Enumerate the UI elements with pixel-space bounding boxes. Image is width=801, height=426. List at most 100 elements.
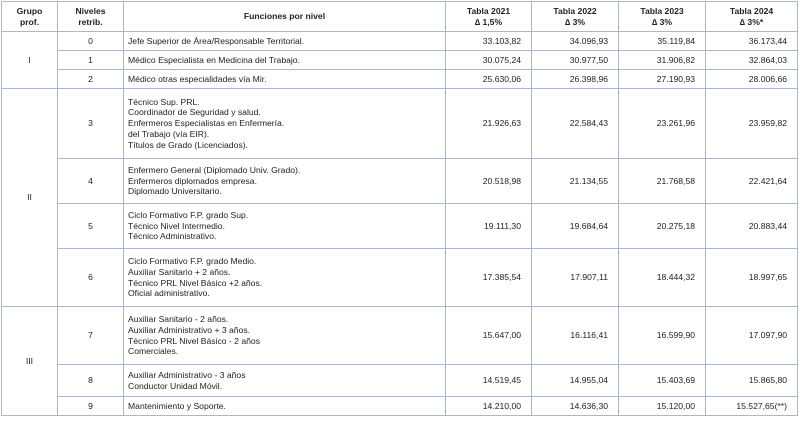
level-cell: 8 bbox=[57, 364, 124, 397]
function-line: Ciclo Formativo F.P. grado Sup. bbox=[128, 209, 249, 220]
function-line: Auxiliar Administrativo + 3 años. bbox=[128, 324, 251, 335]
value-2021: 19.111,30 bbox=[445, 203, 532, 249]
group-cell: I bbox=[1, 31, 58, 89]
level-cell: 5 bbox=[57, 203, 124, 249]
value-2024: 32.864,03 bbox=[705, 50, 798, 70]
function-line: Títulos de Grado (Licenciados). bbox=[128, 139, 248, 150]
function-line: Médico Especialista en Medicina del Trab… bbox=[128, 54, 300, 65]
value-2023: 23.261,96 bbox=[618, 88, 706, 159]
value-2023: 35.119,84 bbox=[618, 31, 706, 51]
functions-cell: Médico otras especialidades vía Mir. bbox=[123, 69, 446, 89]
value-2022: 21.134,55 bbox=[531, 158, 619, 204]
header-level: Niveles retrib. bbox=[57, 1, 124, 32]
value-2021: 21.926,63 bbox=[445, 88, 532, 159]
value-2023: 15.120,00 bbox=[618, 396, 706, 416]
header-level-line: retrib. bbox=[78, 16, 103, 27]
table-row: 4 Enfermero General (Diplomado Univ. Gra… bbox=[2, 158, 798, 204]
header-year-2021: Tabla 2021 ∆ 1,5% bbox=[445, 1, 532, 32]
table-row: I 0 Jefe Superior de Área/Responsable Te… bbox=[1, 31, 798, 89]
header-group-line: Grupo bbox=[16, 5, 43, 16]
header-functions: Funciones por nivel bbox=[123, 1, 446, 32]
header-year-title: Tabla 2022 bbox=[553, 5, 597, 16]
value-2023: 27.190,93 bbox=[618, 69, 706, 89]
value-2021: 15.647,00 bbox=[445, 306, 532, 365]
function-line: Comerciales. bbox=[128, 346, 179, 357]
functions-cell: Jefe Superior de Área/Responsable Territ… bbox=[123, 31, 446, 51]
function-line: Técnico PRL Nivel Básico +2 años. bbox=[128, 277, 263, 288]
functions-cell: Auxiliar Sanitario - 2 años. Auxiliar Ad… bbox=[123, 306, 446, 365]
level-cell: 9 bbox=[57, 396, 124, 416]
value-2021: 20.518,98 bbox=[445, 158, 532, 204]
function-line: Enfermero General (Diplomado Univ. Grado… bbox=[128, 164, 301, 175]
value-2022: 22.584,43 bbox=[531, 88, 619, 159]
value-2024: 23.959,82 bbox=[705, 88, 798, 159]
function-line: Técnico PRL Nivel Básico - 2 años bbox=[128, 335, 260, 346]
value-2023: 31.906,82 bbox=[618, 50, 706, 70]
value-2022: 19.684,64 bbox=[531, 203, 619, 249]
header-year-title: Tabla 2021 bbox=[466, 5, 511, 16]
value-2024: 15.527,65(**) bbox=[705, 396, 798, 416]
function-line: Diplomado Universitario. bbox=[128, 186, 222, 197]
functions-cell: Mantenimiento y Soporte. bbox=[123, 396, 446, 416]
function-line: Ciclo Formativo F.P. grado Medio. bbox=[128, 255, 257, 266]
functions-cell: Enfermero General (Diplomado Univ. Grado… bbox=[123, 158, 446, 204]
functions-cell: Auxiliar Administrativo - 3 años Conduct… bbox=[123, 364, 446, 397]
function-line: Auxiliar Administrativo - 3 años bbox=[128, 369, 246, 380]
header-year-2023: Tabla 2023 ∆ 3% bbox=[618, 1, 706, 32]
header-year-2022: Tabla 2022 ∆ 3% bbox=[531, 1, 619, 32]
function-line: Enfermeros Especialistas en Enfermería. bbox=[128, 118, 285, 129]
value-2022: 26.398,96 bbox=[531, 69, 619, 89]
function-line: Técnico Nivel Intermedio. bbox=[128, 220, 225, 231]
functions-cell: Técnico Sup. PRL. Coordinador de Segurid… bbox=[123, 88, 446, 159]
function-line: del Trabajo (vía EIR). bbox=[128, 128, 210, 139]
value-2024: 36.173,44 bbox=[705, 31, 798, 51]
table-row: 2 Médico otras especialidades vía Mir. 2… bbox=[2, 69, 798, 89]
table-row: 1 Médico Especialista en Medicina del Tr… bbox=[2, 50, 798, 70]
value-2024: 15.865,80 bbox=[705, 364, 798, 397]
table-row: 9 Mantenimiento y Soporte. 14.210,00 14.… bbox=[2, 396, 798, 416]
function-line: Oficial administrativo. bbox=[128, 288, 210, 299]
header-year-2024: Tabla 2024 ∆ 3%* bbox=[705, 1, 798, 32]
group-cell: III bbox=[1, 306, 58, 416]
value-2023: 20.275,18 bbox=[618, 203, 706, 249]
function-line: Técnico Sup. PRL. bbox=[128, 96, 200, 107]
value-2022: 30.977,50 bbox=[531, 50, 619, 70]
value-2023: 18.444,32 bbox=[618, 248, 706, 307]
header-year-delta: ∆ 1,5% bbox=[474, 16, 503, 27]
table-row: 8 Auxiliar Administrativo - 3 años Condu… bbox=[2, 364, 798, 397]
functions-cell: Ciclo Formativo F.P. grado Medio. Auxili… bbox=[123, 248, 446, 307]
header-year-delta: ∆ 3%* bbox=[739, 16, 764, 27]
header-year-title: Tabla 2023 bbox=[640, 5, 684, 16]
level-cell: 6 bbox=[57, 248, 124, 307]
header-year-title: Tabla 2024 bbox=[729, 5, 774, 16]
level-cell: 3 bbox=[57, 88, 124, 159]
function-line: Conductor Unidad Móvil. bbox=[128, 380, 223, 391]
value-2021: 25.630,06 bbox=[445, 69, 532, 89]
value-2024: 22.421,64 bbox=[705, 158, 798, 204]
level-cell: 2 bbox=[57, 69, 124, 89]
value-2024: 17.097,90 bbox=[705, 306, 798, 365]
value-2021: 14.519,45 bbox=[445, 364, 532, 397]
function-line: Coordinador de Seguridad y salud. bbox=[128, 107, 261, 118]
level-cell: 1 bbox=[57, 50, 124, 70]
value-2022: 34.096,93 bbox=[531, 31, 619, 51]
table-header-row: Grupo prof. Niveles retrib. Funciones po… bbox=[1, 1, 798, 32]
value-2023: 16.599,90 bbox=[618, 306, 706, 365]
value-2021: 14.210,00 bbox=[445, 396, 532, 416]
header-level-line: Niveles bbox=[75, 5, 106, 16]
value-2022: 14.636,30 bbox=[531, 396, 619, 416]
functions-cell: Ciclo Formativo F.P. grado Sup. Técnico … bbox=[123, 203, 446, 249]
header-group: Grupo prof. bbox=[1, 1, 58, 32]
header-year-delta: ∆ 3% bbox=[564, 16, 586, 27]
level-cell: 0 bbox=[57, 31, 124, 51]
level-cell: 4 bbox=[57, 158, 124, 204]
function-line: Mantenimiento y Soporte. bbox=[128, 400, 226, 411]
value-2022: 17.907,11 bbox=[531, 248, 619, 307]
table-row: II 3 Técnico Sup. PRL. Coordinador de Se… bbox=[1, 88, 798, 307]
functions-cell: Médico Especialista en Medicina del Trab… bbox=[123, 50, 446, 70]
value-2021: 17.385,54 bbox=[445, 248, 532, 307]
function-line: Jefe Superior de Área/Responsable Territ… bbox=[128, 35, 305, 46]
header-year-delta: ∆ 3% bbox=[651, 16, 673, 27]
function-line: Técnico Administrativo. bbox=[128, 231, 217, 242]
value-2024: 18.997,65 bbox=[705, 248, 798, 307]
